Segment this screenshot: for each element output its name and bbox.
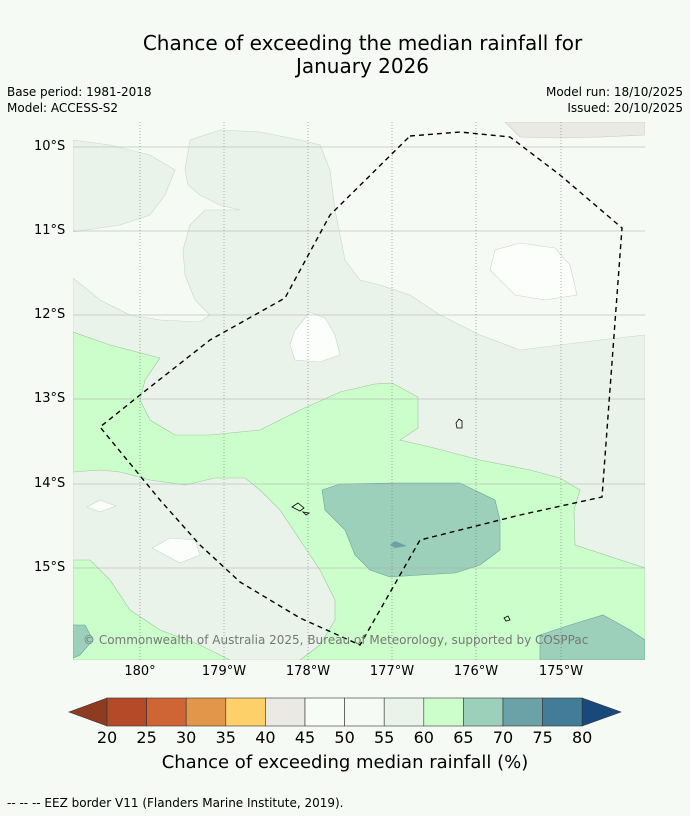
colorbar-tick-label: 60 [413, 728, 434, 747]
colorbar-tick-label: 25 [136, 728, 157, 747]
island-b [291, 502, 311, 516]
meta-right: Model run: 18/10/2025 Issued: 20/10/2025 [546, 84, 683, 116]
colorbar-label: Chance of exceeding median rainfall (%) [161, 752, 529, 773]
colorbar-tick-label: 70 [492, 728, 514, 747]
contour-65-70-central [321, 482, 501, 578]
eez-border [99, 131, 623, 646]
colorbar-tick-label: 45 [294, 728, 316, 747]
lon-label: 179°W [201, 664, 247, 679]
colorbar-tick-label: 40 [255, 728, 276, 747]
map-title-line1: Chance of exceeding the median rainfall … [142, 31, 583, 55]
lat-label: 13°S [34, 391, 66, 406]
colorbar-tick-label: 30 [176, 728, 197, 747]
colorbar-tick-label: 80 [572, 728, 593, 747]
colorbar-tick-label: 20 [96, 728, 118, 747]
colorbar-tick-label: 50 [334, 728, 355, 747]
contour-70-75-patch [390, 541, 407, 548]
lon-label: 177°W [369, 664, 415, 679]
island-c [503, 615, 511, 622]
eez-legend-note: -- -- -- EEZ border V11 (Flanders Marine… [7, 796, 344, 810]
lat-label: 15°S [34, 560, 66, 575]
contour-45-50-d [86, 499, 117, 513]
contour-60-65-southwest [73, 559, 231, 660]
island-a [455, 418, 463, 429]
lat-label: 12°S [34, 307, 66, 322]
contour-45-50-b [489, 242, 578, 301]
base-period: Base period: 1981-2018 [7, 85, 152, 99]
colorbar-tick-label: 65 [453, 728, 474, 747]
lon-label: 176°W [453, 664, 499, 679]
meta-left: Base period: 1981-2018 Model: ACCESS-S2 [7, 84, 152, 116]
lat-label: 10°S [34, 139, 66, 154]
contour-45-50-a [289, 311, 341, 363]
contour-65-70-southeast [539, 614, 645, 660]
contour-65-70-southwest [73, 624, 94, 659]
lon-label: 178°W [285, 664, 331, 679]
model-run: Model run: 18/10/2025 [545, 85, 683, 99]
lat-label: 11°S [34, 223, 66, 238]
contour-45-50-c [151, 537, 201, 564]
map-title-line2: January 2026 [295, 54, 430, 78]
issued-date: Issued: 20/10/2025 [567, 101, 683, 115]
contour-40-45 [504, 122, 645, 139]
colorbar-tick-label: 75 [532, 728, 553, 747]
colorbar-tick-label: 55 [374, 728, 395, 747]
lat-gridlines [73, 146, 645, 569]
lon-label: 175°W [538, 664, 584, 679]
lat-label: 14°S [34, 476, 66, 491]
lon-label: 180° [124, 664, 156, 679]
copyright-notice: © Commonwealth of Australia 2025, Bureau… [83, 633, 589, 647]
model-name: Model: ACCESS-S2 [7, 101, 119, 115]
colorbar-tick-label: 35 [215, 728, 236, 747]
